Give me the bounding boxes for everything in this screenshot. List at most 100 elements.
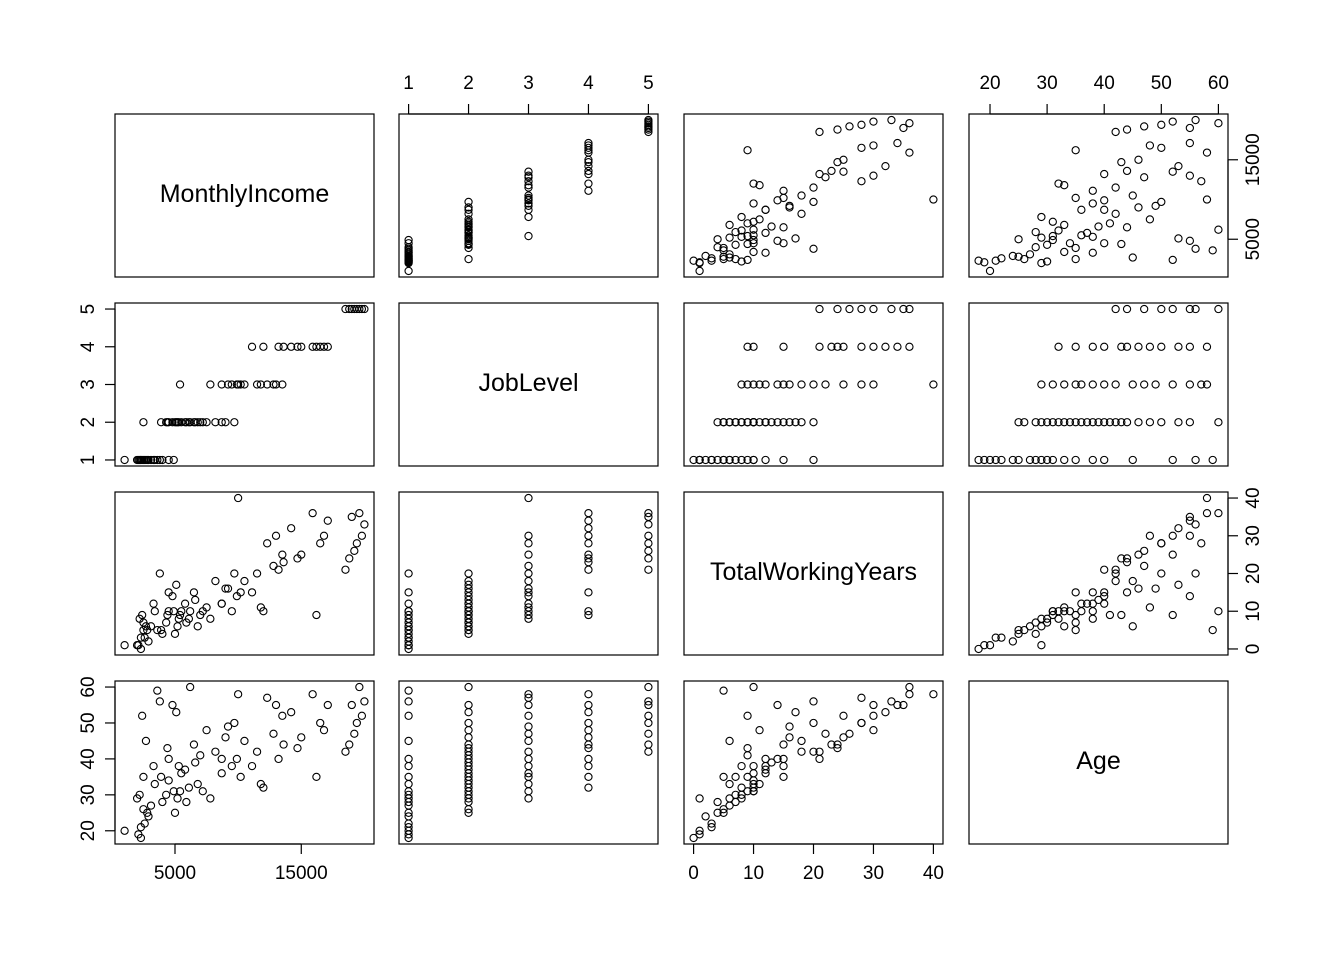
point	[1082, 228, 1092, 238]
point	[737, 761, 746, 771]
point	[1014, 455, 1023, 465]
point	[749, 225, 758, 234]
point	[773, 700, 782, 710]
point	[881, 342, 890, 351]
point	[584, 761, 593, 771]
point	[584, 783, 593, 792]
point	[887, 115, 896, 125]
point	[1071, 254, 1080, 264]
point	[644, 546, 653, 556]
point	[1151, 584, 1160, 593]
point	[139, 772, 148, 782]
point	[1185, 418, 1195, 427]
point	[139, 625, 148, 635]
point	[464, 217, 473, 226]
point	[1145, 603, 1155, 612]
point	[985, 455, 995, 465]
point	[1100, 239, 1109, 248]
point	[155, 569, 164, 578]
x-tick-label: 1	[403, 73, 414, 94]
point	[138, 711, 147, 720]
panel	[114, 491, 375, 656]
point	[1060, 607, 1069, 616]
point	[464, 205, 473, 214]
point	[719, 246, 728, 255]
point	[182, 618, 191, 627]
y-tick-label: 0	[1243, 644, 1264, 655]
panel	[968, 302, 1229, 467]
point	[797, 736, 806, 746]
point	[1042, 614, 1052, 623]
point	[175, 380, 185, 389]
point	[1202, 148, 1212, 157]
point	[1100, 455, 1109, 465]
point	[1100, 588, 1109, 597]
point	[1168, 531, 1177, 540]
point	[749, 342, 758, 351]
y-tick-label: 40	[1243, 487, 1264, 508]
y-tick-label: 20	[78, 820, 99, 841]
point	[1145, 342, 1155, 351]
point	[707, 455, 716, 465]
point	[202, 418, 211, 427]
point	[899, 304, 908, 314]
point	[172, 708, 181, 717]
point	[1048, 235, 1057, 245]
point	[713, 455, 722, 465]
point	[1168, 117, 1177, 126]
point	[269, 729, 278, 738]
point	[1214, 607, 1223, 616]
point	[584, 169, 593, 179]
point	[749, 418, 758, 427]
point	[227, 761, 236, 771]
panel	[968, 680, 1229, 845]
point	[731, 227, 740, 237]
x-tick-label: 50	[1151, 73, 1172, 94]
point	[1042, 455, 1052, 465]
point	[149, 761, 158, 771]
point	[1202, 195, 1212, 204]
point	[1111, 380, 1120, 389]
point	[1065, 418, 1075, 427]
point	[1202, 342, 1212, 351]
point	[1048, 231, 1057, 241]
point	[404, 697, 413, 706]
point	[1054, 226, 1063, 235]
point	[120, 641, 129, 650]
point	[833, 125, 842, 134]
point	[1037, 455, 1046, 465]
point	[644, 718, 653, 728]
point	[1042, 257, 1052, 266]
point	[719, 772, 728, 782]
point	[404, 633, 413, 642]
point	[821, 380, 830, 389]
point	[1191, 520, 1200, 529]
point	[464, 733, 473, 742]
point	[845, 729, 854, 738]
point	[743, 380, 752, 389]
point	[1048, 610, 1057, 620]
point	[1134, 203, 1143, 212]
point	[980, 455, 989, 465]
point	[887, 304, 896, 314]
point	[524, 531, 533, 540]
point	[345, 740, 354, 749]
point	[701, 251, 710, 261]
x-tick-label: 30	[1037, 73, 1058, 94]
point	[274, 565, 283, 574]
point	[1117, 418, 1126, 427]
point	[198, 418, 207, 427]
point	[1185, 516, 1195, 525]
point	[240, 576, 249, 586]
point	[464, 718, 473, 728]
point	[809, 380, 818, 389]
point	[719, 254, 728, 264]
point	[404, 622, 413, 631]
point	[584, 531, 593, 540]
point	[809, 747, 818, 756]
point	[707, 256, 716, 265]
point	[1122, 166, 1132, 176]
point	[809, 718, 818, 728]
point	[761, 765, 770, 774]
point	[153, 686, 162, 695]
